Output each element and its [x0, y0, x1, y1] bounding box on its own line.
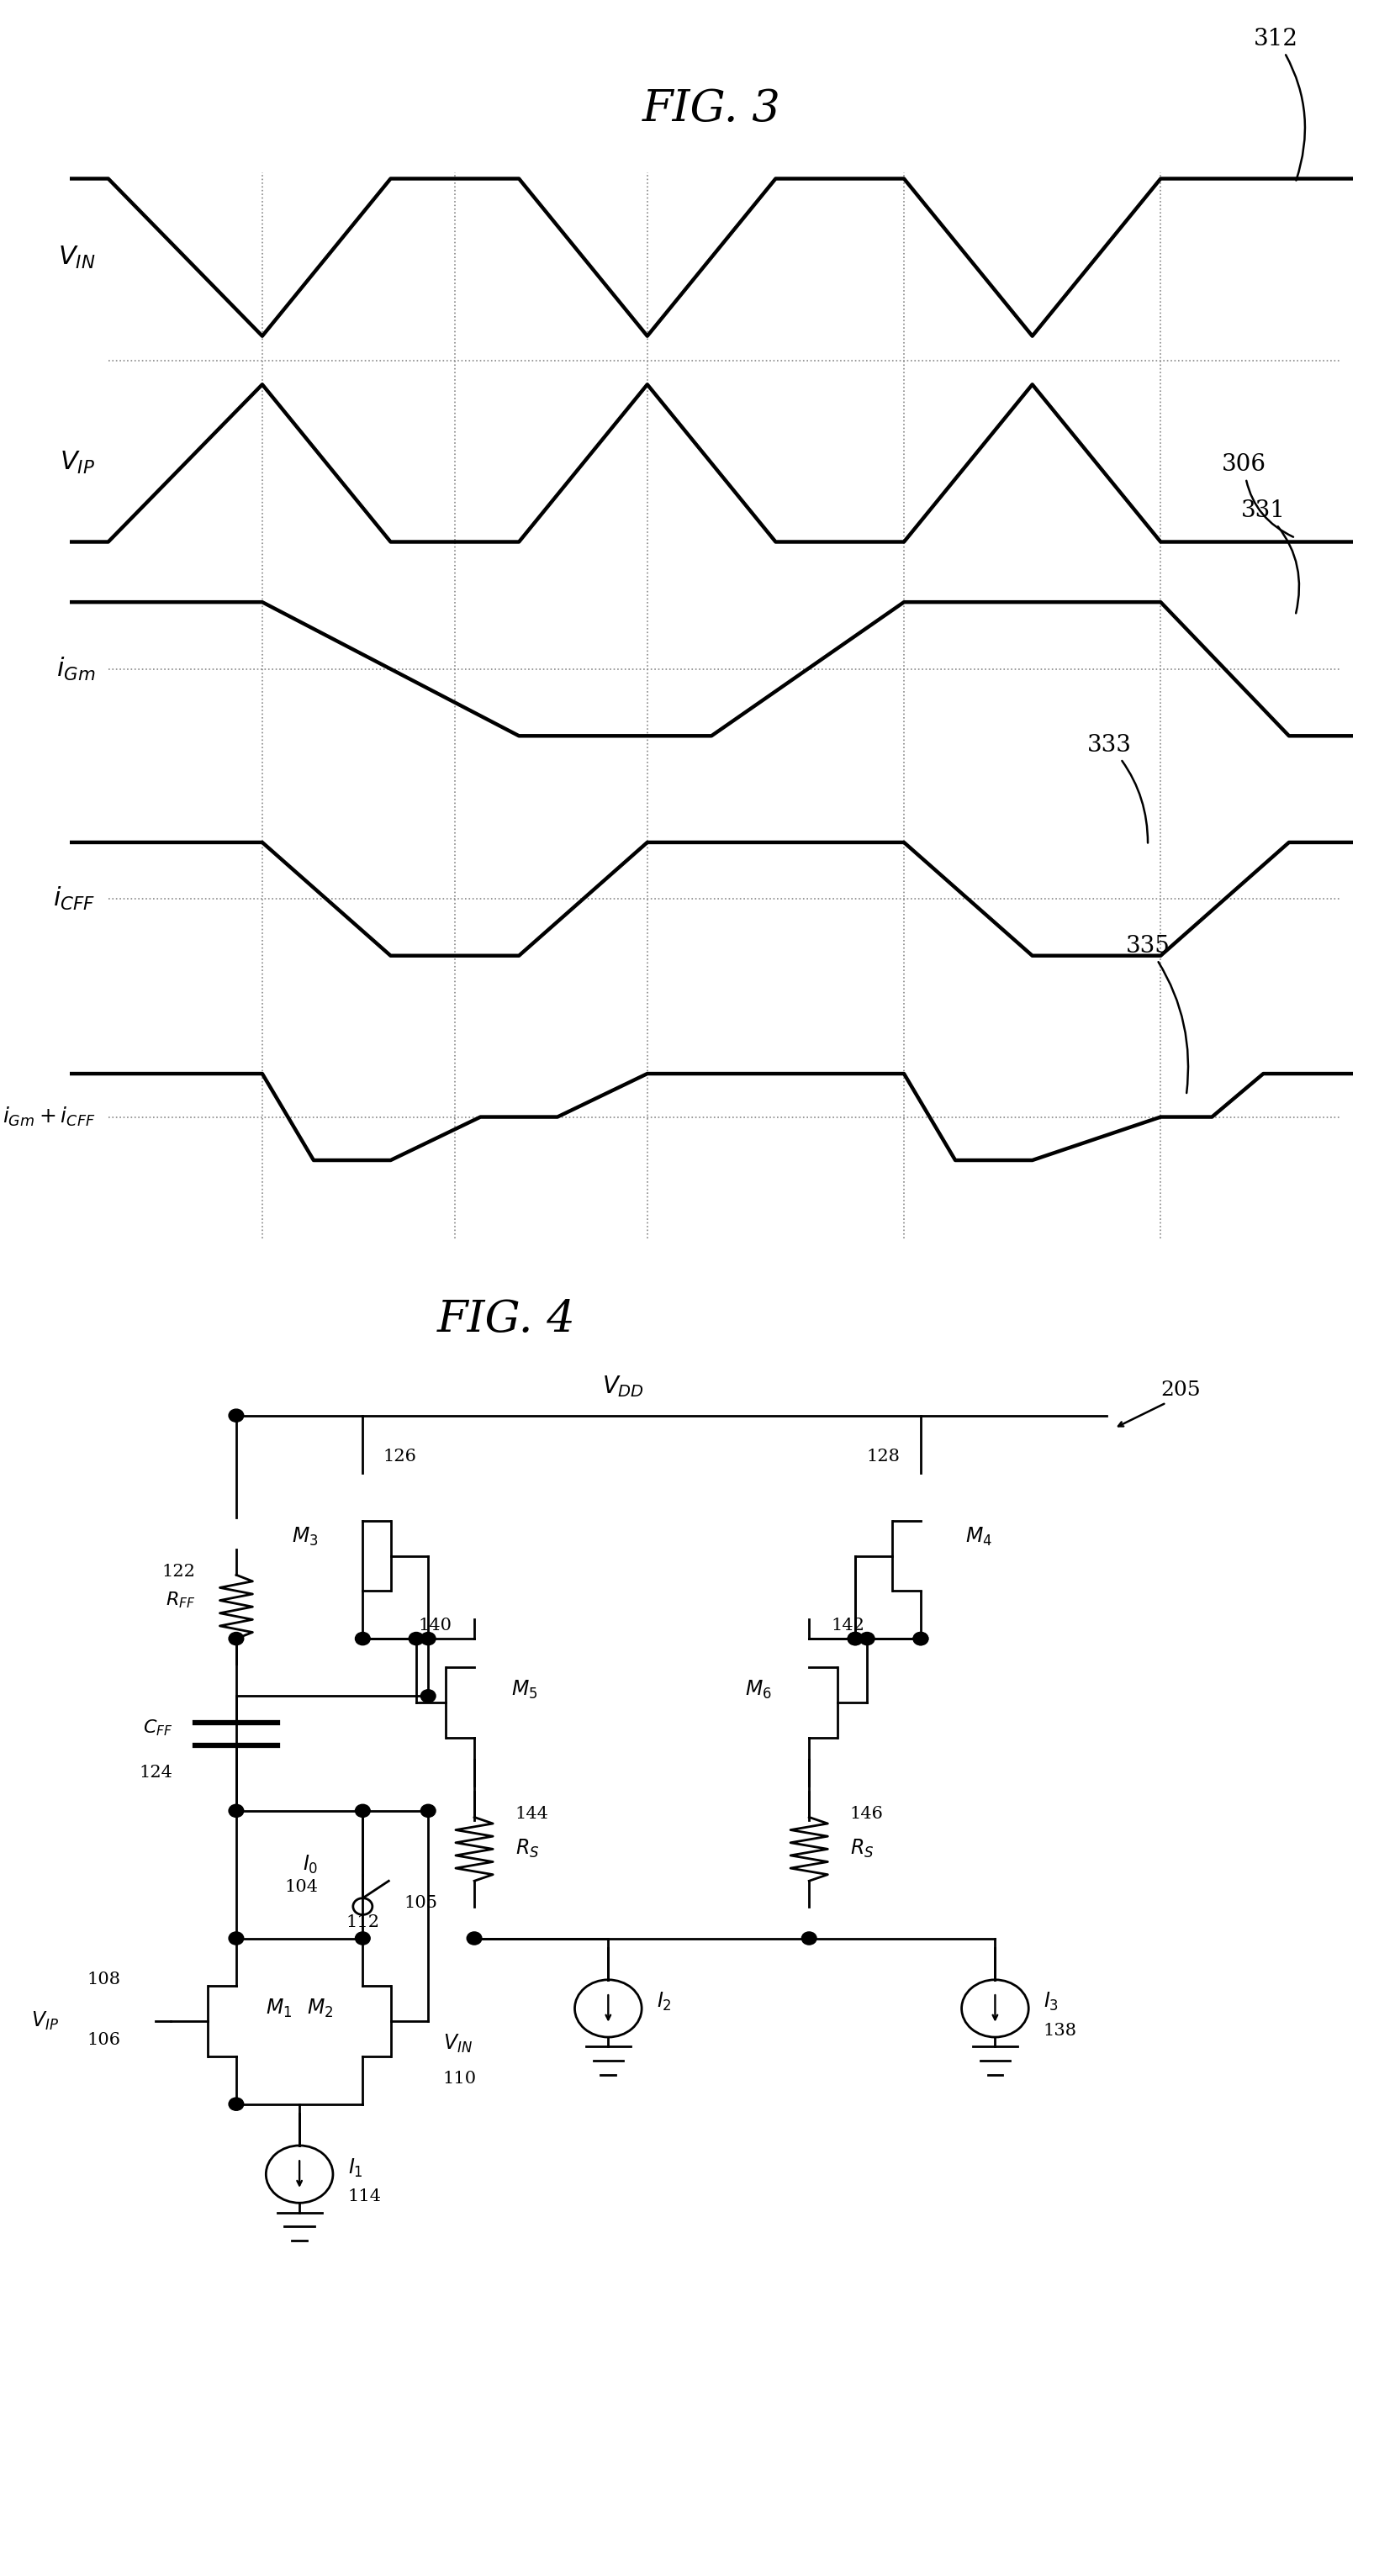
- Text: $R_S$: $R_S$: [515, 1839, 538, 1860]
- Text: FIG. 3: FIG. 3: [642, 88, 781, 131]
- Text: $i_{Gm}+i_{CFF}$: $i_{Gm}+i_{CFF}$: [3, 1105, 95, 1128]
- Text: $I_3$: $I_3$: [1043, 1991, 1059, 2012]
- Text: 144: 144: [515, 1806, 548, 1821]
- Text: 128: 128: [866, 1448, 900, 1466]
- Circle shape: [467, 1932, 481, 1945]
- Circle shape: [848, 1633, 862, 1646]
- Text: $R_{FF}$: $R_{FF}$: [166, 1589, 195, 1610]
- Text: 110: 110: [444, 2071, 477, 2087]
- Text: $M_2$: $M_2$: [307, 1996, 333, 2020]
- Circle shape: [229, 1633, 244, 1646]
- Text: $R_S$: $R_S$: [850, 1839, 873, 1860]
- Text: 108: 108: [86, 1971, 120, 1989]
- Text: 126: 126: [384, 1448, 417, 1466]
- Text: 122: 122: [162, 1564, 195, 1579]
- Circle shape: [859, 1633, 875, 1646]
- Text: 142: 142: [831, 1618, 865, 1633]
- Text: $i_{Gm}$: $i_{Gm}$: [56, 654, 95, 683]
- Text: 205: 205: [1161, 1381, 1201, 1399]
- Circle shape: [421, 1803, 435, 1816]
- Text: $V_{IP}$: $V_{IP}$: [32, 2009, 59, 2032]
- Text: 146: 146: [850, 1806, 883, 1821]
- Text: $M_6$: $M_6$: [745, 1680, 771, 1700]
- Text: $C_{FF}$: $C_{FF}$: [144, 1718, 173, 1739]
- Text: $I_2$: $I_2$: [657, 1991, 671, 2012]
- Text: 104: 104: [285, 1880, 318, 1896]
- Text: 140: 140: [418, 1618, 452, 1633]
- Circle shape: [409, 1633, 424, 1646]
- Text: $M_5$: $M_5$: [512, 1680, 538, 1700]
- Text: 306: 306: [1222, 453, 1293, 536]
- Text: 312: 312: [1254, 28, 1304, 180]
- Circle shape: [229, 1803, 244, 1816]
- Circle shape: [421, 1633, 435, 1646]
- Circle shape: [914, 1633, 928, 1646]
- Text: 124: 124: [140, 1765, 173, 1780]
- Circle shape: [356, 1932, 370, 1945]
- Text: $V_{IN}$: $V_{IN}$: [444, 2032, 473, 2056]
- Circle shape: [802, 1932, 816, 1945]
- Text: $V_{IN}$: $V_{IN}$: [59, 245, 95, 270]
- Text: 106: 106: [86, 2032, 120, 2048]
- Text: $I_1$: $I_1$: [347, 2156, 363, 2179]
- Text: 138: 138: [1043, 2022, 1077, 2038]
- Text: 335: 335: [1126, 935, 1189, 1092]
- Text: 105: 105: [403, 1896, 437, 1911]
- Text: $V_{IP}$: $V_{IP}$: [60, 451, 95, 477]
- Circle shape: [421, 1690, 435, 1703]
- Text: 114: 114: [347, 2190, 381, 2205]
- Text: $M_3$: $M_3$: [292, 1525, 318, 1548]
- Text: 333: 333: [1087, 734, 1148, 842]
- Text: $V_{DD}$: $V_{DD}$: [603, 1373, 644, 1399]
- Circle shape: [229, 2097, 244, 2110]
- Circle shape: [356, 1633, 370, 1646]
- Circle shape: [356, 1803, 370, 1816]
- Circle shape: [914, 1633, 928, 1646]
- Text: $I_0$: $I_0$: [303, 1855, 318, 1875]
- Text: $i_{CFF}$: $i_{CFF}$: [53, 886, 95, 912]
- Text: 331: 331: [1242, 500, 1299, 613]
- Circle shape: [848, 1633, 862, 1646]
- Text: $M_4$: $M_4$: [965, 1525, 992, 1548]
- Circle shape: [229, 1409, 244, 1422]
- Text: 112: 112: [346, 1914, 379, 1929]
- Text: FIG. 4: FIG. 4: [437, 1298, 576, 1342]
- Text: $M_1$: $M_1$: [266, 1996, 293, 2020]
- Circle shape: [229, 1932, 244, 1945]
